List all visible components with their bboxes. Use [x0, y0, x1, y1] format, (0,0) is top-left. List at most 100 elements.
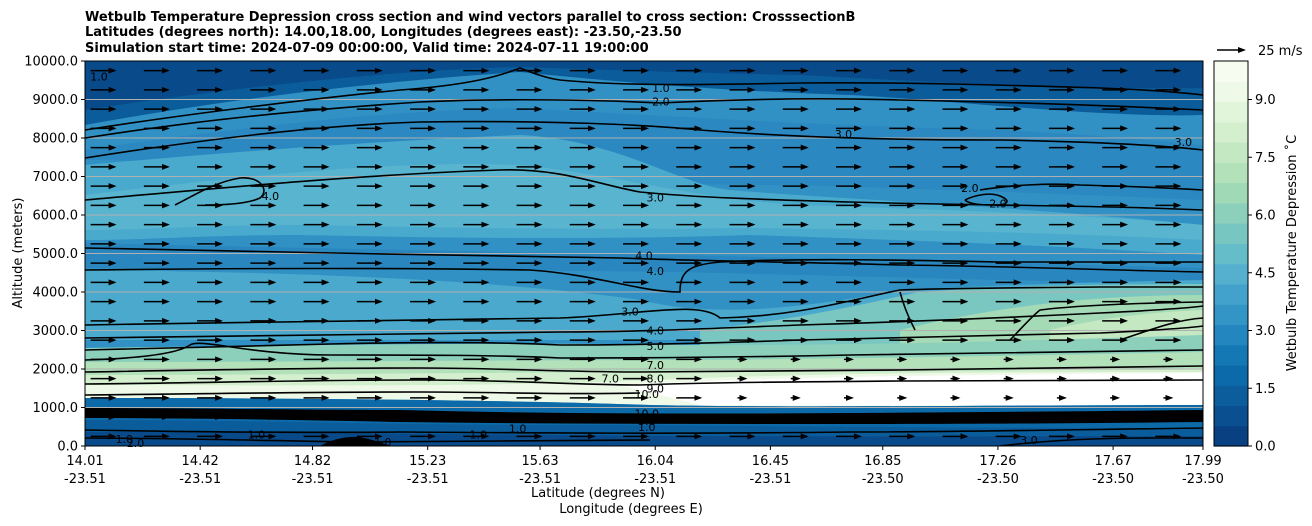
- contour-label: 1.0: [374, 436, 392, 449]
- contour-label: 7.0: [646, 359, 664, 372]
- colorbar-swatch: [1214, 142, 1248, 163]
- colorbar-swatch: [1214, 385, 1248, 407]
- colorbar-tick-label: 1.5: [1255, 382, 1276, 397]
- contour-label: 7.0: [602, 373, 620, 386]
- colorbar-tick-label: 3.0: [1255, 324, 1276, 339]
- chart-title-line-3: Simulation start time: 2024-07-09 00:00:…: [85, 41, 649, 56]
- contour-label: 2.0: [989, 197, 1007, 210]
- x-tick-label-lon: -23.51: [634, 472, 676, 487]
- colorbar-tick-label: 9.0: [1255, 93, 1276, 108]
- y-tick-label: 6000.0: [33, 209, 79, 224]
- y-tick-label: 3000.0: [33, 324, 79, 339]
- colorbar-swatch: [1214, 61, 1248, 82]
- x-tick-label-lon: -23.51: [519, 472, 561, 487]
- contour-label: 4.0: [646, 325, 664, 338]
- y-tick-label: 1000.0: [33, 401, 79, 416]
- x-tick-label-lon: -23.51: [292, 472, 334, 487]
- colorbar-swatch: [1214, 101, 1248, 123]
- x-tick-label-lat: 16.85: [864, 454, 901, 469]
- contour-label: 10.0: [635, 388, 660, 401]
- y-tick-label: 10000.0: [24, 55, 78, 70]
- colorbar-swatch: [1214, 243, 1248, 265]
- contour-label: 5.0: [646, 340, 664, 353]
- colorbar-swatch: [1214, 304, 1248, 326]
- contour-label: 8.0: [646, 373, 664, 386]
- x-tick-label-lat: 15.23: [409, 454, 446, 469]
- colorbar-swatch: [1214, 121, 1248, 143]
- contour-label: 1.0: [638, 421, 656, 434]
- x-tick-label-lon: -23.50: [977, 472, 1019, 487]
- wind-key-label: 25 m/s: [1258, 44, 1303, 59]
- x-tick-label-lat: 16.04: [637, 454, 674, 469]
- contour-label: 5.0: [638, 415, 656, 428]
- colorbar-tick-label: 0.0: [1255, 440, 1276, 455]
- colorbar-swatch: [1214, 324, 1248, 346]
- y-axis-label: Altitude (meters): [11, 198, 26, 309]
- x-tick-label-lat: 17.67: [1095, 454, 1132, 469]
- colorbar-tick-label: 6.0: [1255, 209, 1276, 224]
- x-tick-label-lat: 17.26: [979, 454, 1016, 469]
- colorbar-swatch: [1214, 81, 1248, 103]
- x-tick-label-lat: 15.63: [521, 454, 558, 469]
- y-tick-label: 5000.0: [33, 247, 79, 262]
- y-tick-label: 0.0: [57, 440, 78, 455]
- contour-label: 2.0: [127, 437, 145, 450]
- x-tick-label-lat: 14.01: [66, 454, 103, 469]
- y-tick-label: 4000.0: [33, 286, 79, 301]
- colorbar-tick-label: 7.5: [1255, 151, 1276, 166]
- colorbar-swatch: [1214, 263, 1248, 285]
- contour-label: 4.0: [646, 265, 664, 278]
- contour-label: 4.0: [262, 190, 280, 203]
- x-tick-label-lat: 14.42: [182, 454, 219, 469]
- colorbar-swatch: [1214, 283, 1248, 305]
- colorbar-swatch: [1214, 223, 1248, 244]
- contour-label: 3.0: [1175, 136, 1193, 149]
- contour-label: 10.0: [635, 407, 660, 420]
- contour-label: 3.0: [621, 305, 639, 318]
- colorbar-swatch: [1214, 344, 1248, 366]
- contour-label: 3.0: [1020, 434, 1038, 447]
- x-tick-label-lon: -23.50: [862, 472, 904, 487]
- colorbar-swatch: [1214, 182, 1248, 204]
- colorbar-swatch: [1214, 405, 1248, 427]
- colorbar-tick-label: 4.5: [1255, 266, 1276, 281]
- contour-label: 2.0: [652, 95, 670, 108]
- contour-labels: 1.02.03.04.03.02.02.03.04.04.03.04.05.07…: [90, 70, 1192, 450]
- contour-label: 2.0: [961, 182, 979, 195]
- y-tick-label: 2000.0: [33, 363, 79, 378]
- contour-label: 3.0: [646, 192, 664, 205]
- colorbar-frame: [1213, 60, 1249, 447]
- x-tick-label-lat: 14.82: [294, 454, 331, 469]
- x-tick-label-lon: -23.51: [749, 472, 791, 487]
- contour-label: 1.0: [116, 433, 134, 446]
- contour-label: 1.0: [248, 428, 266, 441]
- x-axis-ticks: 14.01 -23.51 14.42 -23.51 14.82 -23.51 15.23 -2…: [64, 446, 1224, 487]
- colorbar-swatch: [1214, 162, 1248, 184]
- y-tick-label: 7000.0: [33, 170, 79, 185]
- contour-label: 1.0: [652, 82, 670, 95]
- contour-label: 1.0: [90, 70, 108, 83]
- y-axis-ticks: 0.0 1000.0 2000.0 3000.0 4000.0 5000.0 6000.0 7…: [24, 55, 85, 455]
- colorbar-label: Wetbulb Temperature Depression ˚C: [1284, 135, 1300, 372]
- x-tick-label-lon: -23.51: [407, 472, 449, 487]
- contour-label: 3.0: [835, 128, 853, 141]
- colorbar: [1214, 61, 1248, 447]
- x-tick-label-lon: -23.50: [1092, 472, 1134, 487]
- chart-title-line-1: Wetbulb Temperature Depression cross sec…: [85, 10, 855, 25]
- contour-label: 1.0: [470, 428, 488, 441]
- colorbar-swatch: [1214, 425, 1248, 447]
- x-tick-label-lon: -23.51: [179, 472, 221, 487]
- contour-label: 1.0: [509, 423, 527, 436]
- y-tick-label: 9000.0: [33, 93, 79, 108]
- chart-title-line-2: Latitudes (degrees north): 14.00,18.00, …: [85, 25, 682, 40]
- x-tick-label-lon: -23.50: [1182, 472, 1224, 487]
- wind-vectors: [90, 67, 1182, 440]
- x-axis-label-longitude: Longitude (degrees E): [559, 502, 703, 517]
- colorbar-swatch: [1214, 202, 1248, 224]
- contour-label: 9.0: [646, 382, 664, 395]
- x-tick-label-lat: 16.45: [752, 454, 789, 469]
- contour-label: 4.0: [635, 249, 653, 262]
- y-tick-label: 8000.0: [33, 132, 79, 147]
- x-tick-label-lon: -23.51: [64, 472, 106, 487]
